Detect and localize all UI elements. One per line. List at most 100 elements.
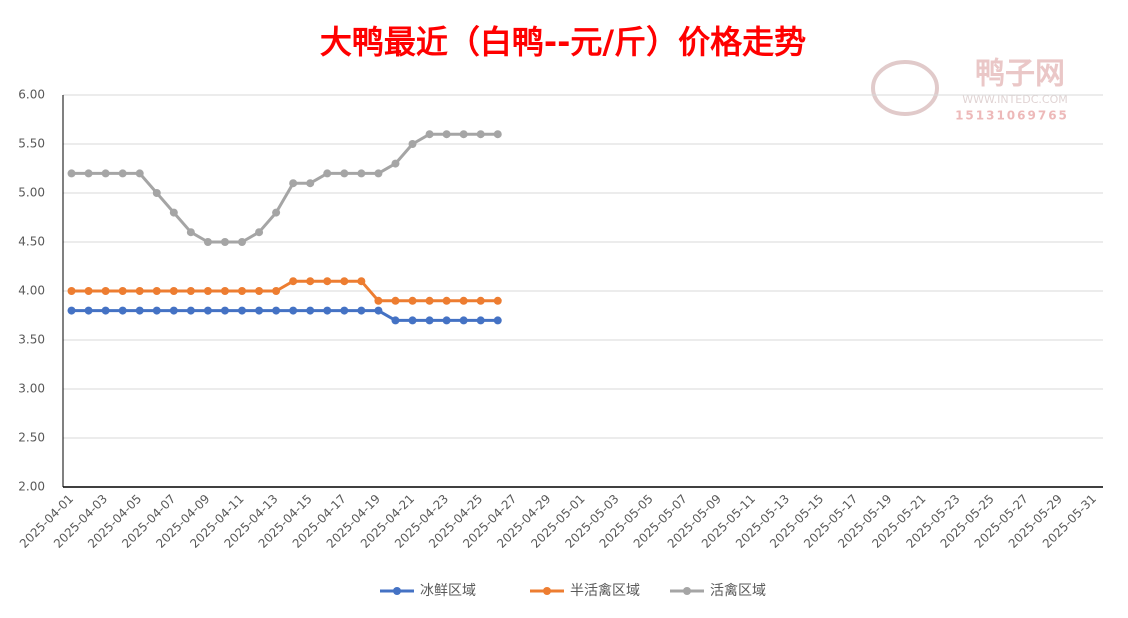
data-point: [186, 306, 195, 315]
data-point: [169, 287, 178, 295]
data-point: [67, 287, 76, 295]
data-point: [442, 130, 451, 139]
legend-item: 半活禽区域: [530, 582, 640, 599]
chart-title: 大鸭最近（白鸭--元/斤）价格走势: [320, 23, 806, 61]
data-point: [476, 296, 485, 305]
legend-label: 半活禽区域: [570, 582, 640, 599]
data-point: [306, 306, 315, 315]
data-point: [272, 306, 281, 315]
data-point: [459, 316, 468, 325]
data-point: [220, 306, 229, 315]
data-point: [408, 140, 417, 148]
data-point: [67, 306, 76, 315]
data-point: [186, 228, 195, 237]
data-point: [118, 287, 127, 295]
data-point: [306, 179, 315, 188]
data-point: [442, 296, 451, 305]
data-point: [152, 306, 161, 315]
data-point: [357, 306, 366, 315]
data-point: [391, 316, 400, 325]
data-point: [238, 238, 247, 246]
data-point: [289, 277, 298, 286]
data-point: [101, 169, 110, 178]
data-point: [220, 287, 229, 295]
data-point: [374, 306, 383, 315]
legend-item: 活禽区域: [670, 582, 766, 599]
series-line: [71, 309, 498, 322]
series: [67, 277, 502, 305]
data-point: [118, 306, 127, 315]
data-point: [340, 277, 349, 286]
data-point: [340, 306, 349, 315]
data-point: [84, 306, 93, 315]
data-point: [408, 316, 417, 325]
data-point: [238, 306, 247, 315]
legend-marker: [393, 587, 401, 595]
data-point: [493, 316, 502, 325]
data-point: [306, 277, 315, 286]
data-point: [255, 306, 264, 315]
data-point: [391, 159, 400, 168]
data-point: [493, 130, 502, 139]
data-point: [289, 179, 298, 188]
data-point: [203, 306, 212, 315]
y-tick-label: 4.00: [18, 284, 45, 298]
legend-label: 冰鲜区域: [420, 583, 476, 599]
data-point: [84, 287, 93, 295]
legend-marker: [683, 587, 691, 595]
data-point: [152, 287, 161, 295]
y-tick-label: 5.00: [18, 186, 45, 200]
data-point: [476, 130, 485, 139]
data-point: [67, 169, 76, 178]
data-point: [169, 208, 178, 217]
data-point: [84, 169, 93, 178]
data-point: [323, 306, 332, 315]
data-point: [135, 169, 144, 178]
data-point: [220, 238, 229, 246]
y-tick-label: 4.50: [18, 235, 45, 249]
data-point: [340, 169, 349, 178]
data-point: [169, 306, 178, 315]
data-point: [374, 296, 383, 305]
data-point: [323, 277, 332, 286]
watermark-phone: 15131069765: [955, 109, 1069, 123]
data-point: [118, 169, 127, 178]
data-point: [289, 306, 298, 315]
series: [67, 130, 502, 246]
data-point: [203, 287, 212, 295]
data-point: [135, 306, 144, 315]
data-point: [255, 287, 264, 295]
y-tick-label: 5.50: [18, 137, 45, 151]
series: [67, 306, 502, 325]
data-point: [203, 238, 212, 246]
legend-marker: [543, 587, 551, 595]
data-point: [152, 189, 161, 197]
y-tick-label: 3.00: [18, 382, 45, 396]
data-point: [238, 287, 247, 295]
data-point: [425, 296, 434, 305]
data-point: [135, 287, 144, 295]
data-point: [255, 228, 264, 237]
legend-item: 冰鲜区域: [380, 583, 476, 599]
data-point: [357, 277, 366, 286]
watermark-name: 鸭子网: [975, 57, 1065, 92]
data-point: [476, 316, 485, 325]
data-point: [425, 130, 434, 139]
watermark-site: WWW.INTEDC.COM: [962, 93, 1067, 106]
watermark: 鸭子网 WWW.INTEDC.COM 15131069765: [871, 57, 1069, 123]
data-point: [272, 287, 281, 295]
data-point: [374, 169, 383, 178]
y-tick-label: 3.50: [18, 333, 45, 347]
data-point: [272, 208, 281, 217]
y-tick-label: 2.50: [18, 431, 45, 445]
y-tick-label: 2.00: [18, 480, 45, 494]
data-point: [493, 296, 502, 305]
data-point: [459, 130, 468, 139]
data-point: [425, 316, 434, 325]
watermark-logo: [871, 60, 939, 116]
data-point: [101, 306, 110, 315]
data-point: [459, 296, 468, 305]
y-tick-label: 6.00: [18, 88, 45, 102]
data-point: [391, 296, 400, 305]
